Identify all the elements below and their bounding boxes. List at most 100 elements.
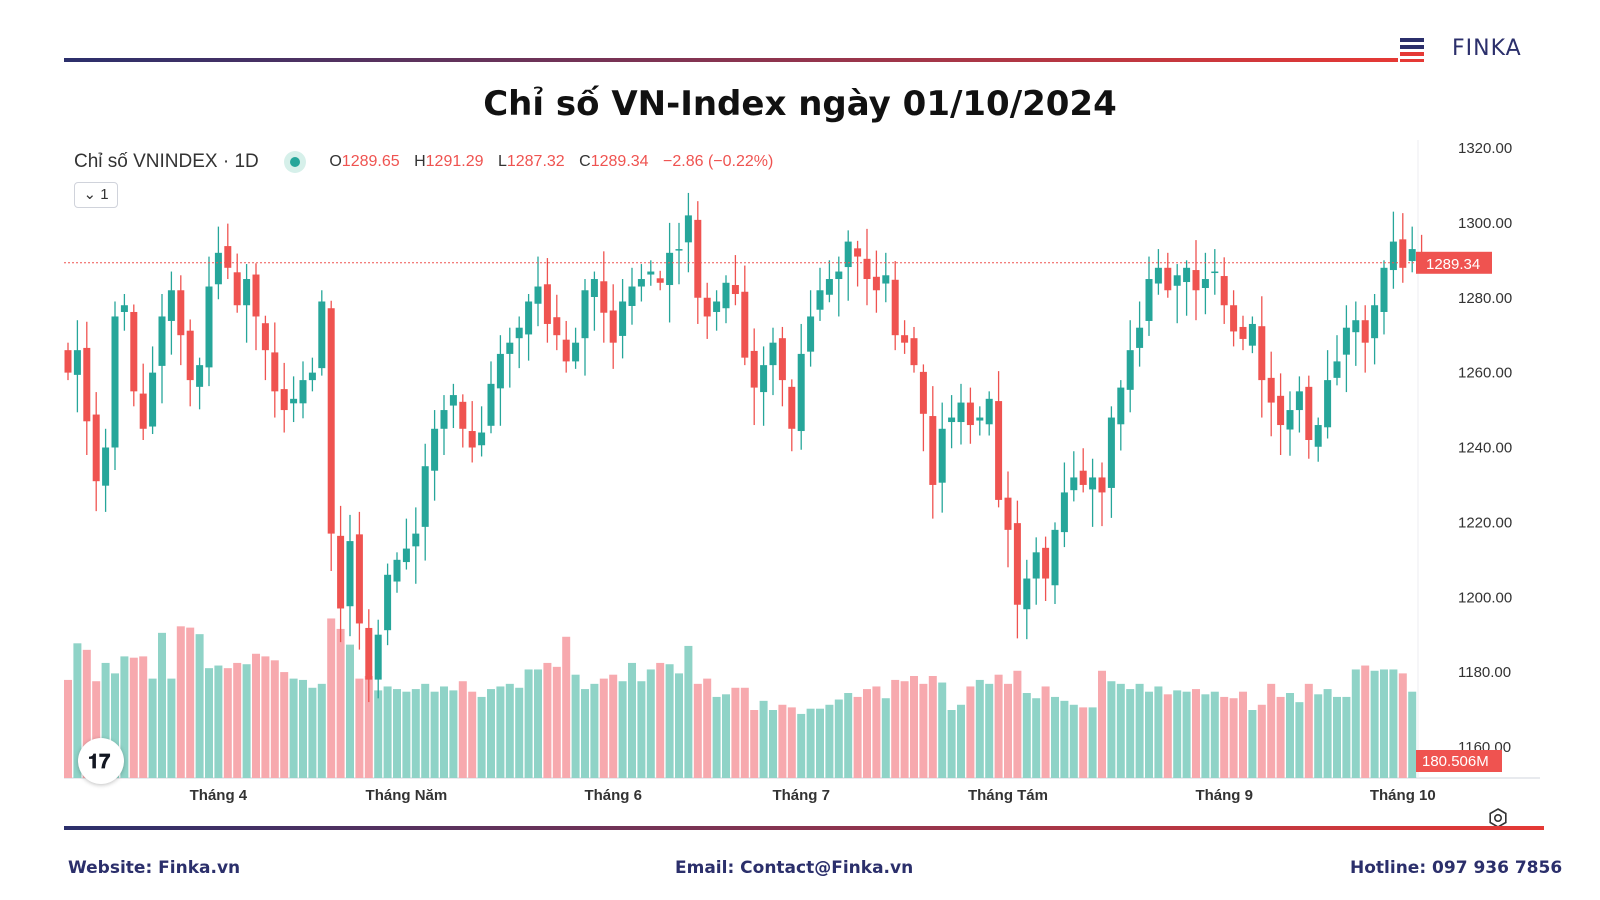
footer-email[interactable]: Email: Contact@Finka.vn [675, 858, 914, 878]
candle-body [844, 241, 852, 268]
candle-body [177, 290, 185, 336]
collapse-indicators-button[interactable]: ⌄ 1 [74, 182, 118, 208]
volume-bar [1013, 670, 1022, 778]
candle-body [666, 252, 674, 286]
volume-bar [280, 672, 289, 778]
footer-hotline[interactable]: Hotline: 097 936 7856 [1350, 858, 1563, 878]
candle-body [807, 316, 815, 352]
volume-bar [82, 649, 91, 778]
volume-bar [1154, 686, 1163, 778]
volume-bar [421, 683, 430, 778]
candle-body [1380, 267, 1388, 312]
finka-logo-icon [1400, 38, 1424, 62]
candle-body [966, 402, 974, 426]
volume-bar [750, 710, 759, 778]
volume-bar [327, 618, 336, 778]
volume-bar [449, 690, 458, 778]
volume-bar [214, 665, 223, 778]
candle-body [703, 297, 711, 317]
candle-body [901, 335, 909, 343]
candle-body [769, 342, 777, 366]
volume-bar [101, 662, 110, 778]
volume-bar [1041, 686, 1050, 778]
candle-body [891, 279, 899, 336]
candle-body [102, 447, 110, 486]
volume-bar [430, 691, 439, 778]
volume-bar [675, 673, 683, 778]
candle-body [750, 350, 758, 388]
volume-bar [496, 686, 505, 778]
volume-bar [844, 693, 853, 778]
volume-bar [712, 696, 721, 778]
volume-bar [1022, 693, 1031, 778]
candle-body [243, 279, 251, 306]
candle-body [158, 316, 166, 366]
x-tick-label: Tháng Năm [366, 787, 448, 804]
volume-bar [797, 713, 806, 778]
candle-body [675, 249, 683, 251]
candle-body [825, 279, 833, 295]
candle-body [1089, 477, 1097, 490]
candle-body [1070, 477, 1078, 491]
volume-bar [1145, 691, 1153, 778]
volume-bar [111, 673, 119, 778]
volume-bar [1192, 689, 1200, 778]
tradingview-logo-icon[interactable]: 𝟏𝟕 [78, 738, 124, 784]
volume-bar [176, 626, 185, 778]
volume-bar [120, 656, 129, 778]
candle-body [1079, 470, 1087, 485]
candle-body [478, 432, 486, 446]
candle-body [308, 372, 316, 381]
legend-symbol[interactable]: Chỉ số VNINDEX · 1D [74, 151, 259, 173]
volume-bar [92, 681, 101, 778]
volume-bar [853, 696, 862, 778]
candle-body [572, 342, 580, 362]
x-tick-label: Tháng 10 [1370, 787, 1436, 804]
candle-body [1324, 380, 1332, 428]
candle-body [149, 372, 157, 427]
volume-bar [505, 683, 514, 778]
volume-bar [1060, 700, 1069, 778]
x-tick-label: Tháng 4 [190, 787, 248, 804]
volume-bar [900, 681, 909, 778]
candle-body [919, 371, 927, 414]
volume-bar [458, 681, 467, 778]
candle-body [111, 316, 119, 448]
volume-bar [928, 676, 937, 778]
y-tick-label: 1300.00 [1458, 215, 1512, 232]
x-tick-label: Tháng Tám [968, 787, 1048, 804]
candle-body [318, 301, 326, 369]
ohlc-high-label: H [414, 153, 426, 170]
candle-body [647, 271, 655, 275]
volume-bar [1032, 698, 1041, 778]
y-tick-label: 1260.00 [1458, 365, 1512, 382]
candle-body [816, 290, 824, 310]
candle-body [1211, 271, 1219, 274]
candle-body [196, 365, 204, 387]
volume-bar [299, 679, 307, 778]
candle-body [299, 380, 307, 404]
candle-body [590, 279, 598, 298]
volume-bar [1069, 704, 1078, 778]
candle-body [882, 275, 890, 284]
y-tick-label: 1320.00 [1458, 140, 1512, 157]
candle-body [290, 398, 298, 404]
candle-body [1352, 320, 1360, 333]
candle-body [854, 248, 862, 257]
candle-body [553, 317, 561, 336]
candle-body [468, 431, 476, 448]
candle-body [280, 389, 288, 411]
candlestick-chart[interactable]: 1320.00 1300.00 1280.00 1260.00 1240.00 1220.… [0, 0, 1600, 830]
footer-website[interactable]: Website: Finka.vn [68, 858, 241, 878]
candle-body [1314, 425, 1322, 447]
volume-bar [1351, 669, 1360, 778]
candle-body [976, 417, 984, 421]
volume-bar [628, 662, 636, 778]
volume-bar [618, 681, 627, 778]
candle-body [1042, 547, 1050, 579]
volume-bar [769, 710, 777, 778]
volume-bar [468, 691, 477, 778]
candle-body [1342, 327, 1350, 355]
candle-body [1267, 377, 1275, 403]
last-price-tag [1416, 251, 1492, 274]
